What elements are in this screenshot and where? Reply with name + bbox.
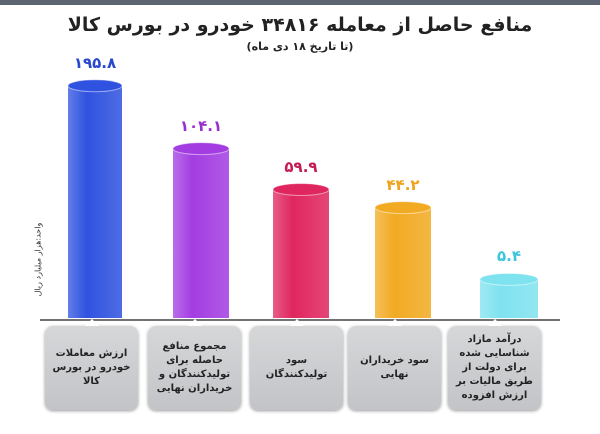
top-bar <box>0 0 600 5</box>
bar <box>374 201 432 318</box>
value-label: ۴۴.۲ <box>386 175 420 194</box>
bar <box>67 79 123 319</box>
bar <box>272 183 330 318</box>
category-label: سود تولیدکنندگان <box>250 319 343 410</box>
category-label: درآمد مازاد شناسایی شده برای دولت از طری… <box>448 319 541 410</box>
value-label: ۵.۴ <box>496 247 521 266</box>
value-label: ۱۹۵.۸ <box>73 53 117 72</box>
chart-subtitle: (تا تاریخ ۱۸ دی ماه) <box>246 40 354 53</box>
value-label: ۵۹.۹ <box>284 157 318 176</box>
chart-title: منافع حاصل از معامله ۳۴۸۱۶ خودرو در بورس… <box>67 14 533 36</box>
category-label: ارزش معاملات خودرو در بورس کالا <box>45 319 138 410</box>
category-label: سود خریداران نهایی <box>348 319 441 410</box>
category-label: مجموع منافع حاصله برای تولیدکنندگان و خر… <box>148 319 241 410</box>
value-label: ۱۰۴.۱ <box>179 116 223 135</box>
bar <box>479 272 539 318</box>
bar <box>172 142 230 318</box>
